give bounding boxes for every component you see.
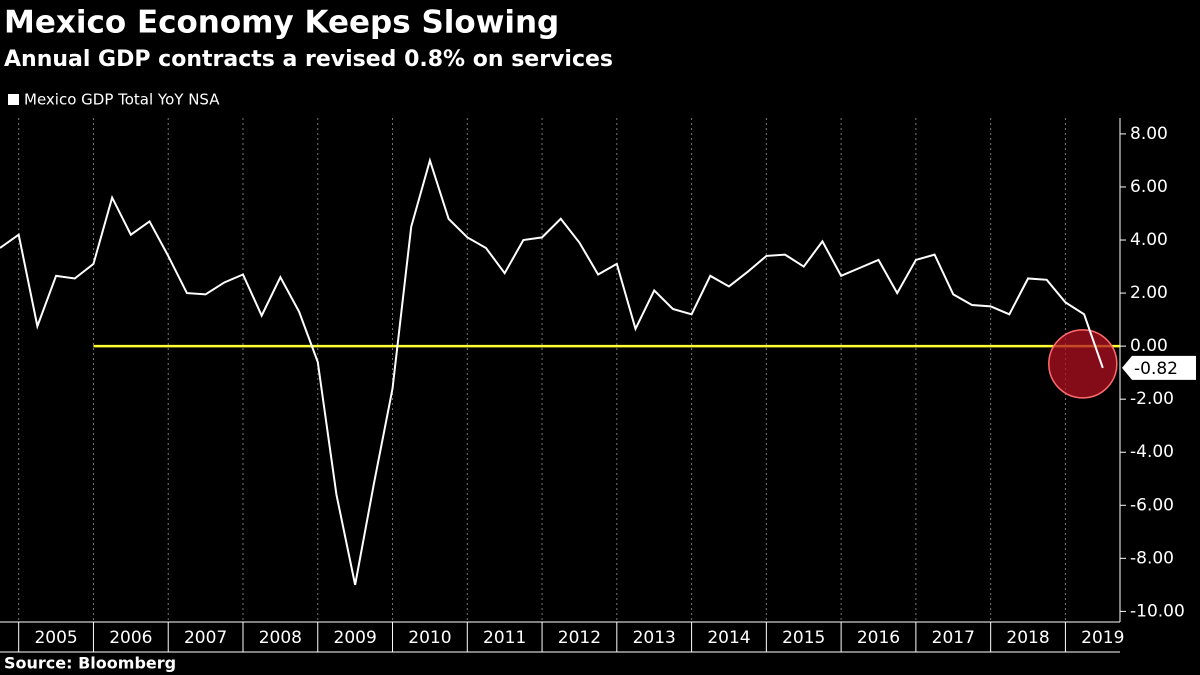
y-tick-label: 2.00 — [1130, 283, 1168, 303]
y-tick-label: 0.00 — [1130, 336, 1168, 356]
x-tick-label: 2014 — [707, 628, 750, 648]
x-tick-label: 2018 — [1006, 628, 1049, 648]
x-tick-label: 2006 — [109, 628, 152, 648]
legend-swatch — [8, 94, 19, 105]
x-tick-label: 2015 — [782, 628, 825, 648]
x-tick-label: 2013 — [633, 628, 676, 648]
x-tick-label: 2011 — [483, 628, 526, 648]
y-tick-label: -2.00 — [1130, 389, 1174, 409]
y-tick-label: 4.00 — [1130, 230, 1168, 250]
x-tick-label: 2019 — [1081, 628, 1124, 648]
y-tick-label: -8.00 — [1130, 548, 1174, 568]
x-tick-label: 2008 — [259, 628, 302, 648]
y-tick-label: 8.00 — [1130, 124, 1168, 144]
legend-label: Mexico GDP Total YoY NSA — [24, 91, 220, 109]
chart-title: Mexico Economy Keeps Slowing — [4, 5, 559, 41]
y-tick-label: -10.00 — [1130, 601, 1185, 621]
y-tick-label: 6.00 — [1130, 177, 1168, 197]
y-tick-label: -4.00 — [1130, 442, 1174, 462]
line — [0, 156, 1104, 586]
x-tick-label: 2017 — [932, 628, 975, 648]
x-tick-label: 2007 — [184, 628, 227, 648]
highlight-circle — [1048, 329, 1118, 399]
x-tick-label: 2009 — [334, 628, 377, 648]
source: Source: Bloomberg — [4, 654, 176, 673]
last-value-box — [1122, 355, 1196, 380]
x-tick-label: 2016 — [857, 628, 900, 648]
last-value-label: -0.82 — [1134, 359, 1178, 379]
chart-subtitle: Annual GDP contracts a revised 0.8% on s… — [4, 47, 613, 72]
x-tick-label: 2010 — [408, 628, 451, 648]
y-tick-label: -6.00 — [1130, 495, 1174, 515]
x-tick-label: 2005 — [34, 628, 77, 648]
x-tick-label: 2012 — [558, 628, 601, 648]
